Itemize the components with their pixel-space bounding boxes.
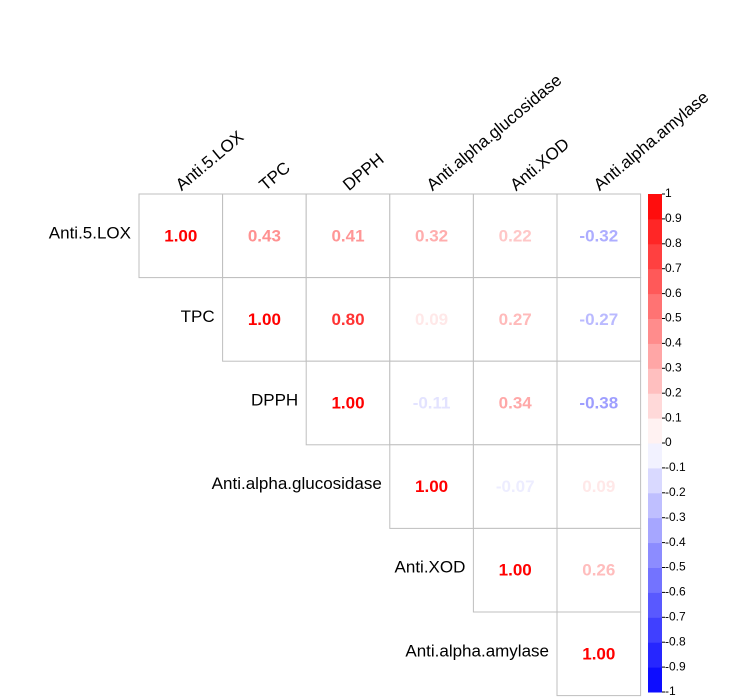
colorbar-tick-label: 0.9	[665, 211, 682, 225]
colorbar-segment	[648, 517, 662, 544]
value-label: 0.09	[415, 310, 448, 329]
colorbar-segment	[648, 467, 662, 494]
colorbar-segment	[648, 243, 662, 270]
cell	[556, 360, 642, 446]
colorbar-segment	[648, 592, 662, 618]
colorbar-segment	[648, 443, 662, 469]
colorbar-tick-label: -1	[665, 684, 676, 698]
colorbar-segment	[648, 667, 662, 693]
row-label: DPPH	[251, 390, 298, 409]
value-label: 1.00	[248, 310, 281, 329]
cell	[138, 193, 224, 279]
colorbar-segment	[648, 368, 662, 394]
value-label: 0.80	[331, 310, 364, 329]
value-label: 1.00	[331, 393, 364, 412]
column-label: DPPH	[339, 150, 387, 195]
value-label: 1.00	[499, 561, 532, 580]
cell	[305, 193, 391, 279]
colorbar-tick-label: -0.4	[665, 535, 686, 549]
colorbar-segment	[648, 218, 662, 245]
colorbar-tick-label: 0.5	[665, 311, 682, 325]
colorbar-segment	[648, 194, 662, 220]
colorbar-tick-label: 0.3	[665, 360, 682, 374]
value-label: -0.32	[579, 226, 618, 245]
colorbar-tick-label: -0.2	[665, 485, 686, 499]
column-label: TPC	[256, 158, 294, 194]
colorbar-tick-label: 1	[665, 186, 672, 200]
colorbar-tick-label: -0.1	[665, 460, 686, 474]
value-label: 0.43	[248, 226, 281, 245]
value-label: 0.41	[331, 226, 364, 245]
value-label: 0.27	[499, 310, 532, 329]
colorbar-tick-label: 0.7	[665, 261, 682, 275]
colorbar-segment	[648, 393, 662, 419]
colorbar-tick-label: 0.8	[665, 236, 682, 250]
cell	[472, 527, 558, 613]
colorbar-tick-label: 0	[665, 435, 672, 449]
value-label: 0.32	[415, 226, 448, 245]
value-label: 1.00	[582, 644, 615, 663]
cell	[389, 193, 474, 279]
cell	[472, 277, 558, 362]
cell	[556, 611, 642, 697]
value-label: -0.38	[579, 393, 618, 412]
colorbar-tick-label: 0.2	[665, 385, 682, 399]
colorbar-tick-label: -0.6	[665, 585, 686, 599]
column-label: Anti.5.LOX	[172, 127, 247, 194]
colorbar-segment	[648, 617, 662, 643]
colorbar-segment	[648, 343, 662, 369]
value-label: 1.00	[415, 477, 448, 496]
colorbar-segment	[648, 542, 662, 568]
colorbar-segment	[648, 642, 662, 668]
row-label: Anti.alpha.glucosidase	[212, 474, 382, 493]
colorbar-tick-label: -0.8	[665, 634, 686, 648]
cell	[556, 444, 642, 529]
value-label: 0.22	[499, 226, 532, 245]
colorbar-segment	[648, 318, 662, 344]
column-label: Anti.alpha.amylase	[590, 88, 712, 195]
colorbar-segment	[648, 492, 662, 519]
row-label: Anti.XOD	[395, 558, 466, 577]
colorbar-tick-label: -0.7	[665, 609, 686, 623]
value-label: -0.27	[579, 310, 618, 329]
cell	[472, 360, 558, 446]
value-label: 0.34	[499, 393, 533, 412]
cell	[222, 193, 307, 279]
value-label: -0.07	[496, 477, 535, 496]
colorbar-segment	[648, 268, 662, 295]
value-label: 0.09	[582, 477, 615, 496]
colorbar-segment	[648, 293, 662, 319]
column-label: Anti.XOD	[506, 134, 572, 194]
value-label: 0.26	[582, 561, 615, 580]
cell	[556, 527, 642, 613]
row-label: Anti.alpha.amylase	[405, 641, 549, 660]
row-label: TPC	[181, 307, 215, 326]
cell	[305, 360, 391, 446]
cell	[222, 277, 307, 362]
value-label: 1.00	[164, 226, 197, 245]
cell	[472, 444, 558, 529]
colorbar-tick-label: 0.4	[665, 336, 682, 350]
value-label: -0.11	[413, 393, 451, 412]
column-label: Anti.alpha.glucosidase	[423, 71, 566, 195]
row-label: Anti.5.LOX	[49, 223, 131, 242]
colorbar-tick-label: -0.9	[665, 659, 686, 673]
cell	[556, 193, 642, 279]
cell	[472, 193, 558, 279]
cell	[389, 444, 474, 529]
colorbar-tick-label: -0.3	[665, 510, 686, 524]
colorbar-segment	[648, 418, 662, 444]
cell	[389, 360, 474, 446]
colorbar-tick-label: 0.1	[665, 410, 682, 424]
colorbar-segment	[648, 567, 662, 593]
cell	[305, 277, 391, 362]
colorbar-tick-label: -0.5	[665, 560, 686, 574]
colorbar-tick-label: 0.6	[665, 286, 682, 300]
cell	[556, 277, 642, 362]
